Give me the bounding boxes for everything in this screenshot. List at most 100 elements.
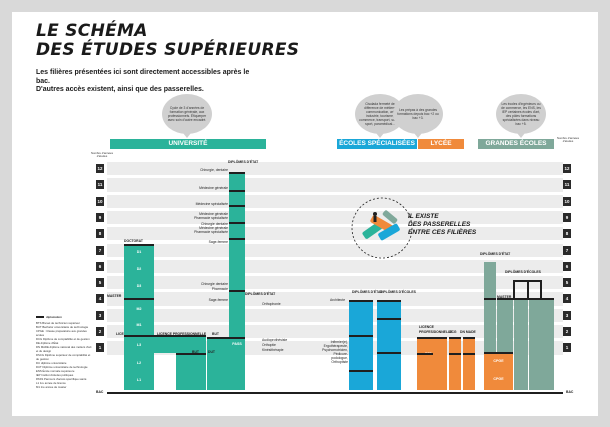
univ-dark-marker [229, 172, 245, 174]
ecoles-dark-5 [377, 352, 401, 354]
ge-dark-top [497, 298, 554, 300]
ecoles-de-label: DIPLÔMES D'ÉTAT [352, 290, 383, 294]
row-number-right: 6 [563, 261, 571, 271]
univ-dark-marker [124, 244, 154, 246]
ge-cpge-1: CPGE [493, 377, 504, 381]
subtitle-line-2: D'autres accès existent, ainsi que des p… [36, 86, 204, 93]
row-number-left: 6 [96, 261, 104, 271]
univ-dark-marker [154, 335, 206, 337]
lycee-dnmade-label: DN MADE [460, 330, 476, 334]
univ-dark-marker [124, 335, 154, 337]
banner-universite: UNIVERSITÉ [110, 139, 266, 149]
passerelles-text: IL EXISTE DES PASSERELLES ENTRE CES FILI… [408, 213, 476, 237]
ecoles-dark-6 [349, 370, 373, 372]
row-number-left: 7 [96, 245, 104, 255]
univ-l2: L2 [136, 361, 142, 365]
univ-dark-marker [229, 222, 245, 224]
ecoles-soins: Infirmier(e), Ergothérapeute, Psychomotr… [322, 340, 348, 364]
lycee-dark-5 [449, 353, 461, 355]
legend-line: IEP Institut d'études politiques [36, 373, 74, 377]
ge-dark-de [484, 298, 496, 300]
univ-d3: D3 [136, 284, 142, 288]
row-number-right: 9 [563, 212, 571, 222]
passerelle-gray [382, 210, 398, 224]
legend-line: DN MADE diplôme national des métiers d'a… [36, 345, 92, 353]
sante-side-label: Médecine générale [199, 212, 228, 216]
bubble-grandes-ecoles: Les écoles d'ingénieurs ou de commerce, … [496, 94, 546, 138]
univ-pass: PASS [232, 342, 242, 346]
univ-but-top-label: BUT [212, 332, 219, 336]
legend-line: DUT Diplôme universitaire de technologie [36, 365, 88, 369]
sante-side-label: Sage-femme [208, 298, 228, 302]
row-number-left: 1 [96, 343, 104, 353]
legend-line: PASS Parcours d'accès spécifique santé [36, 377, 87, 381]
passerelle-figure-body [373, 216, 377, 222]
legend-line: L1 1re année de licence [36, 381, 66, 385]
bac-label-right: BAC [566, 390, 574, 394]
ecoles-de-ecoles-column [377, 300, 401, 390]
row-number-right: 10 [563, 196, 571, 206]
ecoles-de-column [349, 300, 373, 390]
row-number-left: 4 [96, 294, 104, 304]
row-number-right: 5 [563, 278, 571, 288]
passerelles-line-1: IL EXISTE [408, 213, 439, 220]
univ-dark-marker [229, 205, 245, 207]
sante-side-label: Pharmacie spécialisée [194, 230, 228, 234]
ecoles-dark-1 [349, 300, 373, 302]
sante-side-label: Médecine générale [199, 186, 228, 190]
legend-line: BUT Bachelor universitaire de technologi… [36, 325, 89, 329]
legend-line: BTS Brevet de technicien supérieur [36, 321, 80, 325]
ecoles-architecte: Architecte [330, 298, 346, 302]
univ-dut-label: DUT [208, 350, 215, 354]
title-line-2: DES ÉTUDES SUPÉRIEURES [36, 40, 300, 60]
univ-l3: L3 [136, 343, 142, 347]
legend-line: DU diplôme universitaire [36, 361, 67, 365]
lycee-dnmade-column [463, 337, 475, 390]
sante-side-label: Pharmacie spécialisée [194, 216, 228, 220]
row-band [107, 292, 563, 306]
univ-licence-pro-label: LICENCE PROFESSIONNELLE [157, 332, 207, 336]
sante-side-label: Kinésithérapie [262, 348, 284, 352]
sante-side-label: Chirurgie dentaire [201, 282, 228, 286]
row-band [107, 243, 563, 257]
row-band [107, 162, 563, 176]
page-subtitle: Les filières présentées ici sont directe… [36, 69, 256, 95]
row-band [107, 227, 563, 241]
sante-side-label: Médecine générale [199, 226, 228, 230]
passerelles-line-3: ENTRE CES FILIÈRES [408, 229, 477, 236]
sante-side-label: Pharmacie [211, 287, 228, 291]
row-band [107, 210, 563, 225]
row-band [107, 194, 563, 208]
row-number-left: 9 [96, 212, 104, 222]
banner-ecoles: ÉCOLES SPÉCIALISÉES [337, 139, 417, 149]
univ-sante-column [229, 172, 245, 390]
sante-side-label: Médecine spécialisée [195, 202, 228, 206]
legend-line: DSCG Diplôme supérieur de comptabilité e… [36, 353, 91, 361]
lycee-dark-6 [463, 353, 475, 355]
title-line-1: LE SCHÉMA [36, 21, 148, 41]
univ-dark-marker [229, 238, 245, 240]
row-band [107, 308, 563, 322]
row-number-right: 3 [563, 310, 571, 320]
passerelles-dashed-circle [351, 197, 413, 259]
passerelle-blue [378, 223, 400, 241]
univ-dut-column [207, 337, 229, 390]
lycee-dark-4 [417, 353, 433, 355]
ge-col-3 [514, 298, 528, 390]
ge-de-label: DIPLÔMES D'ÉTAT [480, 252, 511, 256]
row-number-right: 2 [563, 327, 571, 336]
bac-label-left: BAC [96, 390, 104, 394]
lycee-dark-2 [449, 337, 461, 339]
univ-dark-marker [176, 353, 206, 355]
sante-side-label: Orthoptie [262, 343, 276, 347]
univ-d1: D1 [136, 250, 142, 254]
ge-master-label: MASTER [497, 295, 512, 299]
ecoles-de-ecoles-label: DIPLÔMES D'ÉCOLES [380, 290, 416, 294]
row-band [107, 325, 563, 339]
ge-dark-v2 [527, 280, 529, 298]
univ-licence-pro [154, 337, 206, 353]
univ-but-column [176, 353, 206, 390]
sante-side-label: Chirurgie, dentaire [200, 168, 228, 172]
legend-line: DCG Diplôme de comptabilité et de gestio… [36, 337, 90, 341]
univ-dark-marker [229, 190, 245, 192]
